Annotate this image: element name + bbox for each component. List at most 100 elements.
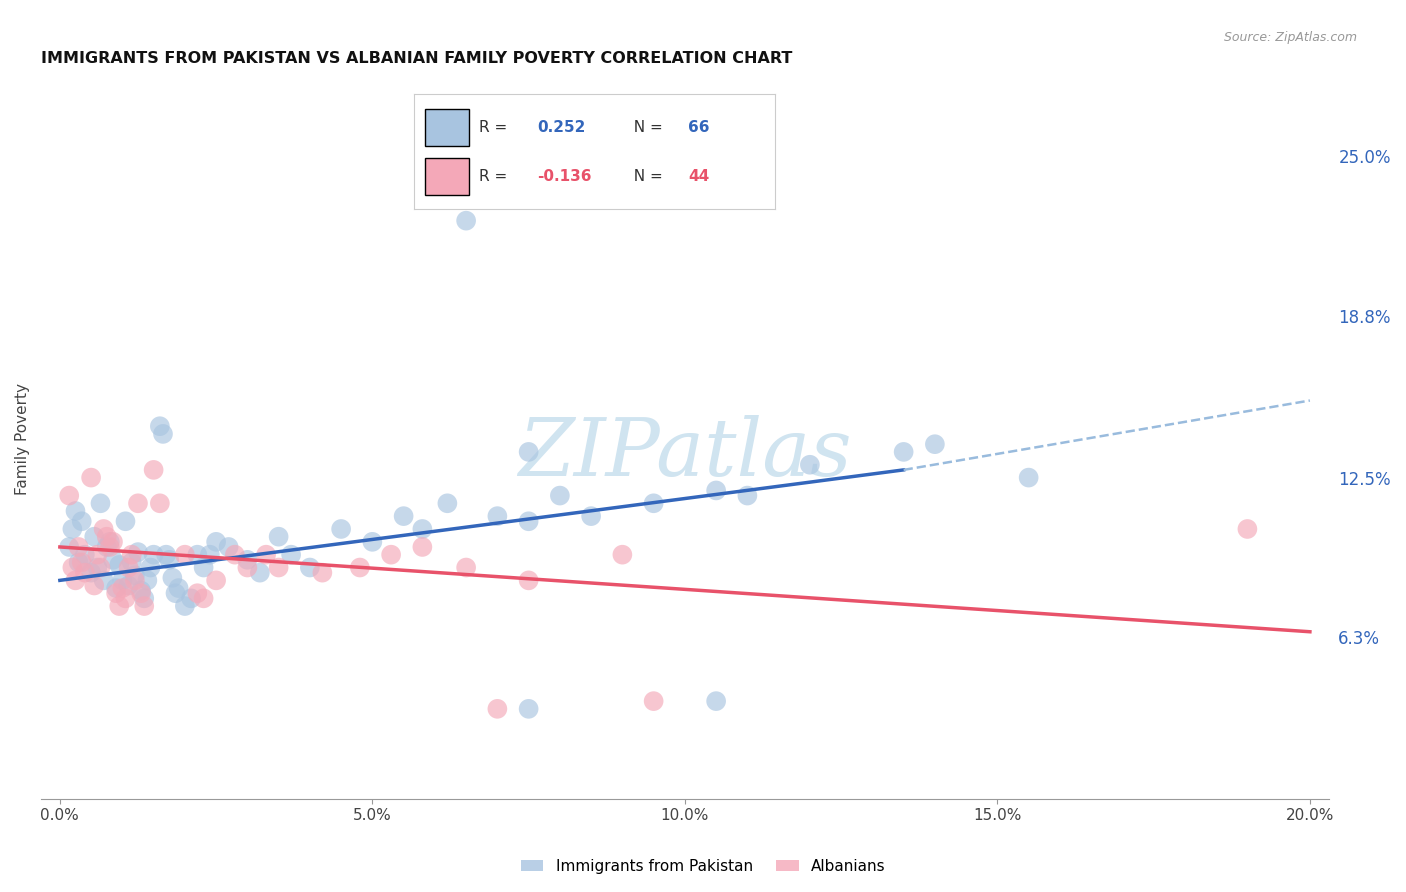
Point: [249, 566, 271, 580]
Point: [267, 560, 290, 574]
Point: [114, 591, 136, 606]
Point: [73, 548, 96, 562]
Point: [737, 489, 759, 503]
Point: [124, 574, 146, 588]
Point: [121, 548, 143, 562]
Point: [548, 489, 571, 503]
Point: [254, 548, 277, 562]
Point: [456, 560, 478, 574]
Point: [127, 545, 149, 559]
Text: Source: ZipAtlas.com: Source: ZipAtlas.com: [1223, 31, 1357, 45]
Point: [86, 560, 108, 574]
Point: [89, 496, 111, 510]
Text: ZIPatlas: ZIPatlas: [519, 415, 852, 492]
Point: [162, 571, 184, 585]
Point: [86, 548, 108, 562]
Point: [517, 574, 540, 588]
Point: [70, 514, 93, 528]
Point: [298, 560, 321, 574]
Point: [1236, 522, 1258, 536]
Point: [124, 568, 146, 582]
Point: [155, 548, 177, 562]
Point: [58, 489, 80, 503]
Point: [149, 496, 172, 510]
Point: [436, 496, 458, 510]
Point: [96, 530, 118, 544]
Point: [111, 574, 134, 588]
Point: [643, 694, 665, 708]
Point: [111, 581, 134, 595]
Point: [224, 548, 246, 562]
Point: [129, 586, 152, 600]
Point: [267, 530, 290, 544]
Point: [67, 555, 90, 569]
Point: [280, 548, 302, 562]
Point: [517, 445, 540, 459]
Point: [98, 540, 121, 554]
Point: [486, 509, 509, 524]
Point: [129, 583, 152, 598]
Point: [167, 581, 190, 595]
Point: [121, 555, 143, 569]
Point: [704, 483, 727, 498]
Point: [93, 574, 115, 588]
Point: [173, 548, 195, 562]
Point: [65, 574, 87, 588]
Point: [799, 458, 821, 472]
Point: [73, 566, 96, 580]
Point: [361, 534, 384, 549]
Point: [60, 560, 83, 574]
Point: [58, 540, 80, 554]
Point: [83, 578, 105, 592]
Point: [89, 560, 111, 574]
Point: [127, 496, 149, 510]
Point: [134, 591, 156, 606]
Point: [139, 560, 162, 574]
Point: [330, 522, 353, 536]
Point: [486, 702, 509, 716]
Point: [924, 437, 946, 451]
Point: [142, 548, 165, 562]
Point: [134, 599, 156, 613]
Point: [152, 426, 174, 441]
Point: [65, 504, 87, 518]
Point: [517, 514, 540, 528]
Point: [101, 534, 124, 549]
Point: [517, 702, 540, 716]
Point: [643, 496, 665, 510]
Point: [612, 548, 634, 562]
Point: [205, 574, 228, 588]
Point: [205, 534, 228, 549]
Point: [893, 445, 915, 459]
Y-axis label: Family Poverty: Family Poverty: [15, 383, 30, 495]
Point: [101, 553, 124, 567]
Point: [218, 540, 240, 554]
Point: [704, 694, 727, 708]
Text: IMMIGRANTS FROM PAKISTAN VS ALBANIAN FAMILY POVERTY CORRELATION CHART: IMMIGRANTS FROM PAKISTAN VS ALBANIAN FAM…: [41, 51, 793, 66]
Point: [93, 522, 115, 536]
Point: [380, 548, 402, 562]
Point: [105, 586, 128, 600]
Point: [198, 548, 221, 562]
Point: [114, 514, 136, 528]
Point: [80, 470, 103, 484]
Point: [98, 534, 121, 549]
Point: [136, 574, 159, 588]
Point: [142, 463, 165, 477]
Point: [80, 566, 103, 580]
Point: [193, 560, 215, 574]
Point: [67, 540, 90, 554]
Point: [456, 213, 478, 227]
Point: [70, 555, 93, 569]
Point: [392, 509, 415, 524]
Point: [117, 560, 139, 574]
Point: [165, 586, 187, 600]
Point: [349, 560, 371, 574]
Point: [180, 591, 202, 606]
Point: [411, 540, 433, 554]
Point: [1018, 470, 1040, 484]
Point: [411, 522, 433, 536]
Point: [236, 553, 259, 567]
Point: [579, 509, 602, 524]
Point: [186, 548, 208, 562]
